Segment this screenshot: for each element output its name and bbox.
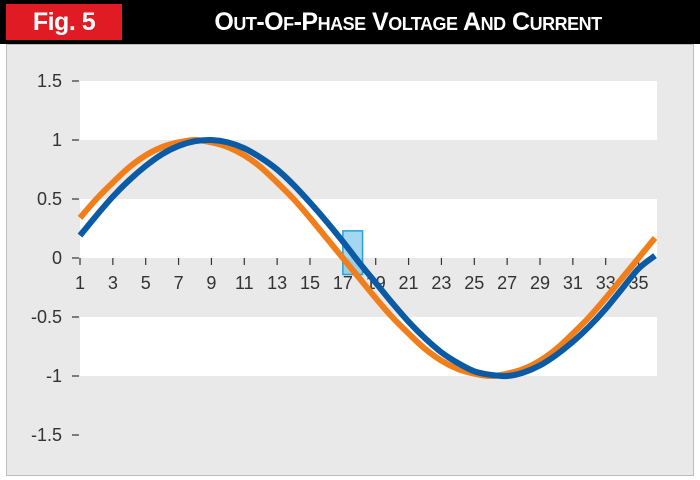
series-line-2: [77, 136, 657, 380]
x-tick-label: 5: [141, 273, 151, 293]
y-tick-label: 0.5: [37, 189, 62, 209]
y-tick-label: -1.5: [31, 425, 62, 445]
x-tick-label: 13: [267, 273, 287, 293]
x-tick-label: 3: [108, 273, 118, 293]
figure-number: Fig. 5: [6, 4, 122, 40]
y-tick-label: 1: [52, 130, 62, 150]
x-tick-label: 23: [431, 273, 451, 293]
x-tick-label: 9: [206, 273, 216, 293]
x-tick-label: 27: [497, 273, 517, 293]
figure-title: Out-Of-Phase Voltage And Current: [214, 8, 602, 36]
y-tick-label: -1: [46, 366, 62, 386]
x-tick-label: 31: [563, 273, 583, 293]
y-tick-label: 0: [52, 248, 62, 268]
y-tick-label: 1.5: [37, 71, 62, 91]
grid-band: [80, 199, 657, 258]
x-tick-label: 15: [300, 273, 320, 293]
x-tick-label: 7: [174, 273, 184, 293]
series-group: [77, 136, 658, 380]
x-tick-label: 21: [399, 273, 419, 293]
grid-band: [80, 81, 657, 140]
x-tick-label: 29: [530, 273, 550, 293]
x-tick-label: 1: [75, 273, 85, 293]
background-bands: [80, 81, 657, 376]
series-line-1: [77, 137, 658, 379]
x-tick-label: 11: [235, 273, 254, 293]
y-axis-ticks: 1.5 1 0.5 0 -0.5 -1 -1.5: [31, 71, 79, 445]
y-tick-label: -0.5: [31, 307, 62, 327]
x-tick-label: 17: [333, 273, 353, 293]
figure-header: Fig. 5 Out-Of-Phase Voltage And Current: [0, 0, 700, 44]
x-tick-label: 25: [464, 273, 484, 293]
